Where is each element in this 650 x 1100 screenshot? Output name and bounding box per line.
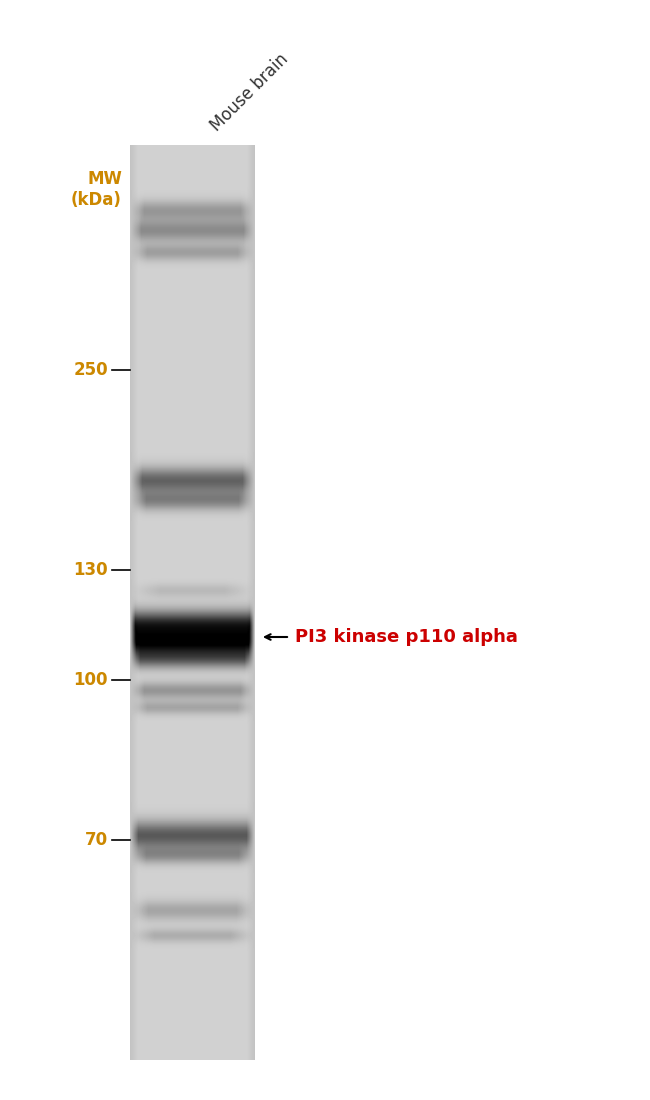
Text: 250: 250 (73, 361, 108, 379)
Text: 130: 130 (73, 561, 108, 579)
Text: Mouse brain: Mouse brain (207, 51, 292, 135)
Text: PI3 kinase p110 alpha: PI3 kinase p110 alpha (295, 628, 518, 646)
Text: 100: 100 (73, 671, 108, 689)
Text: 70: 70 (85, 830, 108, 849)
Text: MW
(kDa): MW (kDa) (71, 170, 122, 209)
